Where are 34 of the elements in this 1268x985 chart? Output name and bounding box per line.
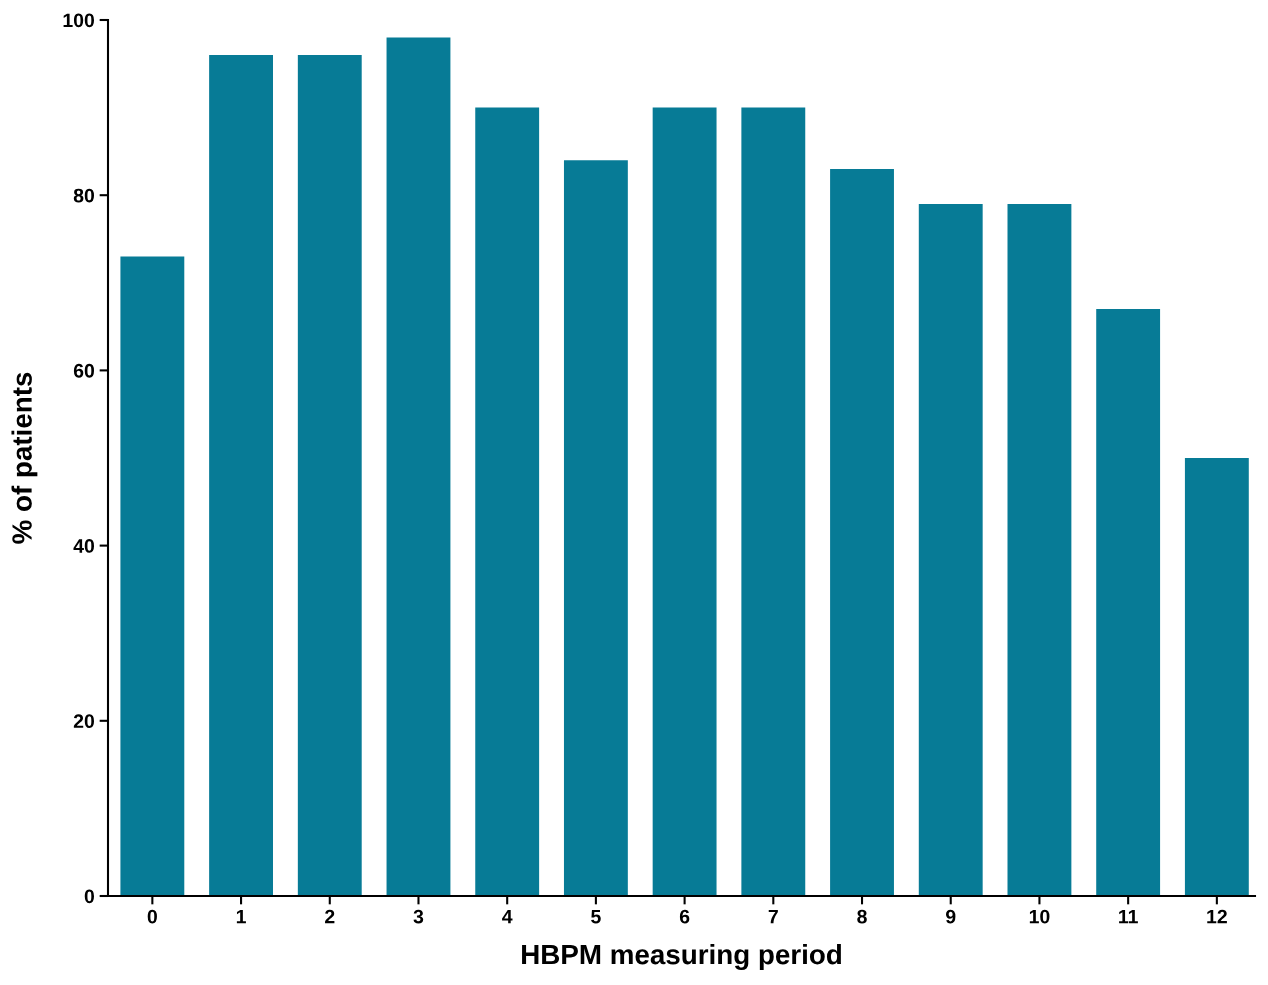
y-tick-label: 100 bbox=[63, 13, 95, 28]
y-tick-label: 80 bbox=[73, 188, 95, 203]
x-tick-label: 11 bbox=[1119, 909, 1138, 924]
bar bbox=[209, 55, 273, 896]
x-tick-label: 1 bbox=[236, 909, 246, 924]
bar bbox=[1007, 203, 1072, 896]
y-axis-title: % of patients bbox=[11, 372, 38, 544]
x-tick-label: 5 bbox=[591, 909, 601, 924]
x-tick-label: 8 bbox=[857, 909, 867, 924]
bar bbox=[1184, 458, 1249, 896]
bar bbox=[120, 256, 185, 896]
bar bbox=[830, 168, 894, 896]
x-tick-label: 6 bbox=[679, 909, 690, 924]
y-tick-label: 40 bbox=[73, 539, 95, 553]
bar bbox=[297, 55, 362, 896]
x-tick-label: 12 bbox=[1207, 909, 1227, 924]
bar bbox=[1096, 309, 1161, 896]
x-tick-label: 0 bbox=[147, 909, 157, 924]
bar bbox=[475, 107, 540, 896]
x-tick-label: 7 bbox=[768, 909, 778, 924]
x-axis-title: HBPM measuring period bbox=[522, 943, 841, 970]
bar bbox=[741, 107, 806, 896]
x-tick-label: 4 bbox=[502, 909, 513, 924]
x-tick-label: 2 bbox=[325, 909, 335, 924]
x-tick-label: 10 bbox=[1029, 909, 1050, 924]
bar bbox=[563, 160, 628, 896]
x-tick-label: 3 bbox=[413, 909, 424, 924]
bar bbox=[918, 203, 983, 896]
x-tick-label: 9 bbox=[946, 909, 956, 924]
y-tick-label: 20 bbox=[73, 714, 95, 729]
y-tick-label: 60 bbox=[73, 363, 95, 378]
bar bbox=[386, 37, 451, 896]
bar bbox=[652, 107, 717, 896]
y-tick-label: 0 bbox=[84, 889, 95, 904]
